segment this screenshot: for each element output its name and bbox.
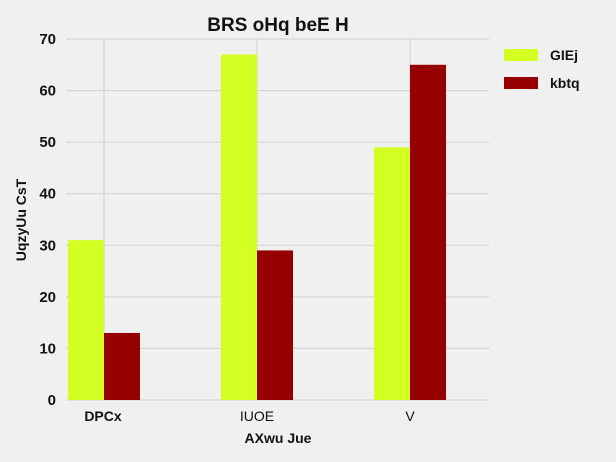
x-tick-label: IUOE bbox=[240, 408, 274, 424]
bar-kbtq-V bbox=[410, 64, 446, 401]
y-tick-label: 10 bbox=[39, 340, 56, 357]
legend-swatch bbox=[504, 49, 538, 61]
y-axis-ticks: 0 10 20 30 40 50 60 70 bbox=[39, 31, 56, 409]
y-axis-label: UqzyUu CsT bbox=[13, 178, 29, 261]
x-tick-label: V bbox=[405, 408, 415, 424]
legend: GIEj kbtq bbox=[504, 47, 580, 91]
legend-label: GIEj bbox=[550, 47, 578, 63]
y-tick-label: 20 bbox=[39, 289, 56, 306]
x-axis-label: AXwu Jue bbox=[245, 430, 312, 446]
bar-GIEj-DPCx bbox=[68, 240, 104, 400]
x-tick-label: DPCx bbox=[84, 408, 122, 424]
y-tick-label: 70 bbox=[39, 31, 56, 48]
y-tick-label: 30 bbox=[39, 237, 56, 254]
legend-swatch bbox=[504, 77, 538, 89]
x-axis-ticks: DPCx IUOE V bbox=[84, 408, 415, 424]
y-tick-label: 40 bbox=[39, 186, 56, 203]
y-tick-label: 50 bbox=[39, 134, 56, 151]
bars bbox=[68, 54, 446, 401]
y-tick-label: 0 bbox=[48, 392, 56, 409]
y-tick-label: 60 bbox=[39, 83, 56, 100]
legend-label: kbtq bbox=[550, 75, 580, 91]
chart-title: BRS oHq beE H bbox=[207, 15, 348, 36]
bar-GIEj-IUOE bbox=[221, 54, 257, 400]
bar-kbtq-DPCx bbox=[104, 332, 140, 400]
bar-kbtq-IUOE bbox=[257, 250, 293, 400]
bar-GIEj-V bbox=[374, 147, 410, 400]
